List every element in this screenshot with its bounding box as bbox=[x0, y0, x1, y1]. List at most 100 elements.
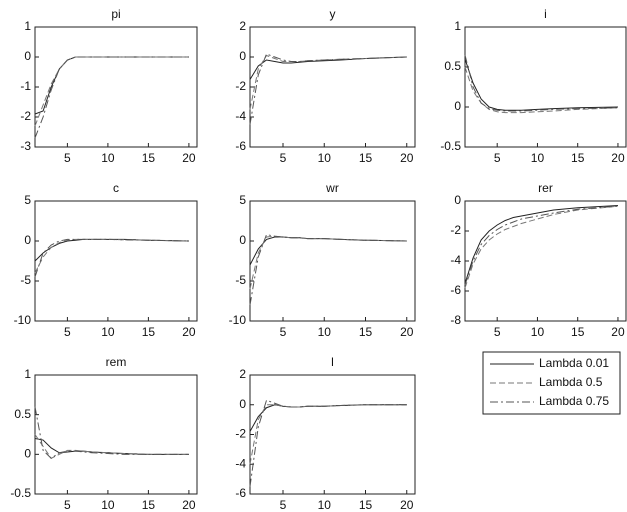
y-tick-label: 5 bbox=[24, 193, 31, 207]
x-tick-label: 20 bbox=[611, 151, 625, 165]
x-tick-label: 15 bbox=[359, 151, 373, 165]
y-tick-label: -8 bbox=[450, 313, 461, 327]
plot-frame bbox=[34, 200, 198, 322]
y-tick-label: -0.5 bbox=[10, 486, 31, 500]
x-tick-label: 5 bbox=[494, 325, 501, 339]
y-tick-label: -2 bbox=[450, 223, 461, 237]
y-tick-label: 0 bbox=[24, 447, 31, 461]
series-line bbox=[464, 58, 618, 111]
x-tick-label: 10 bbox=[318, 325, 332, 339]
y-tick-label: 0 bbox=[454, 193, 461, 207]
x-tick-label: 15 bbox=[142, 151, 156, 165]
y-tick-label: 0 bbox=[24, 49, 31, 63]
x-tick-label: 15 bbox=[571, 325, 585, 339]
x-tick-label: 5 bbox=[280, 498, 287, 512]
subplot: wr -10 -5 0 5 5 10 15 20 bbox=[229, 181, 416, 339]
subplot: i-0.500.515 10 15 20 bbox=[440, 7, 627, 165]
y-tick-label: -5 bbox=[20, 273, 31, 287]
plot-frame bbox=[464, 26, 627, 148]
y-tick-label: -10 bbox=[14, 313, 32, 327]
y-tick-label: 1 bbox=[24, 367, 31, 381]
subplot-title: rer bbox=[538, 181, 553, 195]
subplot-title: rem bbox=[106, 355, 127, 369]
series-line bbox=[34, 406, 189, 459]
x-tick-label: 15 bbox=[142, 325, 156, 339]
y-tick-label: 0 bbox=[454, 99, 461, 113]
legend-label: Lambda 0.75 bbox=[539, 394, 609, 408]
y-tick-label: -3 bbox=[20, 139, 31, 153]
subplot-title: l bbox=[331, 355, 334, 369]
y-tick-label: 1 bbox=[454, 19, 461, 33]
y-tick-label: -0.5 bbox=[440, 139, 461, 153]
series-line bbox=[249, 234, 407, 306]
x-tick-label: 10 bbox=[318, 151, 332, 165]
series-line bbox=[249, 53, 407, 125]
series-line bbox=[464, 205, 618, 286]
y-tick-label: 0 bbox=[239, 397, 246, 411]
series-line bbox=[464, 205, 618, 284]
x-tick-label: 5 bbox=[64, 498, 71, 512]
y-tick-label: 5 bbox=[239, 193, 246, 207]
x-tick-label: 5 bbox=[280, 151, 287, 165]
y-tick-label: 2 bbox=[239, 19, 246, 33]
subplot: l -6 -4 -2 0 2 5 10 15 20 bbox=[235, 355, 416, 512]
series-line bbox=[464, 54, 618, 112]
x-tick-label: 15 bbox=[359, 325, 373, 339]
plot-frame bbox=[464, 200, 627, 322]
y-tick-label: 0 bbox=[239, 233, 246, 247]
y-tick-label: -4 bbox=[235, 109, 246, 123]
y-tick-label: -1 bbox=[20, 79, 31, 93]
x-tick-label: 5 bbox=[494, 151, 501, 165]
x-tick-label: 20 bbox=[611, 325, 625, 339]
y-tick-label: -6 bbox=[235, 139, 246, 153]
subplot-title: wr bbox=[325, 181, 339, 195]
y-tick-label: -2 bbox=[235, 427, 246, 441]
x-tick-label: 20 bbox=[400, 151, 414, 165]
series-line bbox=[34, 238, 189, 278]
x-tick-label: 10 bbox=[101, 151, 115, 165]
x-tick-label: 10 bbox=[318, 498, 332, 512]
y-tick-label: -6 bbox=[450, 283, 461, 297]
plot-frame bbox=[249, 374, 416, 495]
subplot: rem-0.500.515 10 15 20 bbox=[10, 355, 198, 512]
series-line bbox=[34, 434, 189, 459]
x-tick-label: 10 bbox=[101, 325, 115, 339]
x-tick-label: 10 bbox=[531, 151, 545, 165]
y-tick-label: 0 bbox=[239, 49, 246, 63]
legend-label: Lambda 0.01 bbox=[539, 356, 609, 370]
y-tick-label: 2 bbox=[239, 367, 246, 381]
subplot: c -10 -5 0 5 5 10 15 20 bbox=[14, 181, 198, 339]
x-tick-label: 10 bbox=[101, 498, 115, 512]
subplot-title: y bbox=[330, 7, 336, 21]
x-tick-label: 20 bbox=[400, 498, 414, 512]
y-tick-label: 0 bbox=[24, 233, 31, 247]
x-tick-label: 5 bbox=[280, 325, 287, 339]
subplot: rer -8 -6 -4 -2 0 5 10 15 20 bbox=[450, 181, 627, 339]
x-tick-label: 15 bbox=[142, 498, 156, 512]
y-tick-label: -4 bbox=[235, 456, 246, 470]
subplot-title: c bbox=[113, 181, 119, 195]
legend-label: Lambda 0.5 bbox=[539, 375, 603, 389]
y-tick-label: -2 bbox=[20, 109, 31, 123]
plot-frame bbox=[34, 374, 198, 495]
y-tick-label: 1 bbox=[24, 19, 31, 33]
subplot-title: i bbox=[544, 7, 547, 21]
legend: Lambda 0.01 Lambda 0.5 Lambda 0.75 bbox=[482, 351, 621, 415]
x-tick-label: 15 bbox=[571, 151, 585, 165]
y-tick-label: 0.5 bbox=[14, 407, 31, 421]
subplot: y -6 -4 -2 0 2 5 10 15 20 bbox=[235, 7, 416, 165]
series-line bbox=[34, 56, 189, 139]
x-tick-label: 10 bbox=[531, 325, 545, 339]
series-line bbox=[249, 56, 407, 80]
y-tick-label: -5 bbox=[235, 273, 246, 287]
x-tick-label: 20 bbox=[182, 151, 196, 165]
legend-box bbox=[482, 351, 621, 415]
y-tick-label: -10 bbox=[229, 313, 247, 327]
plot-frame bbox=[34, 26, 198, 148]
series-line bbox=[249, 399, 407, 487]
y-tick-label: -6 bbox=[235, 486, 246, 500]
x-tick-label: 5 bbox=[64, 325, 71, 339]
y-tick-label: 0.5 bbox=[444, 59, 461, 73]
